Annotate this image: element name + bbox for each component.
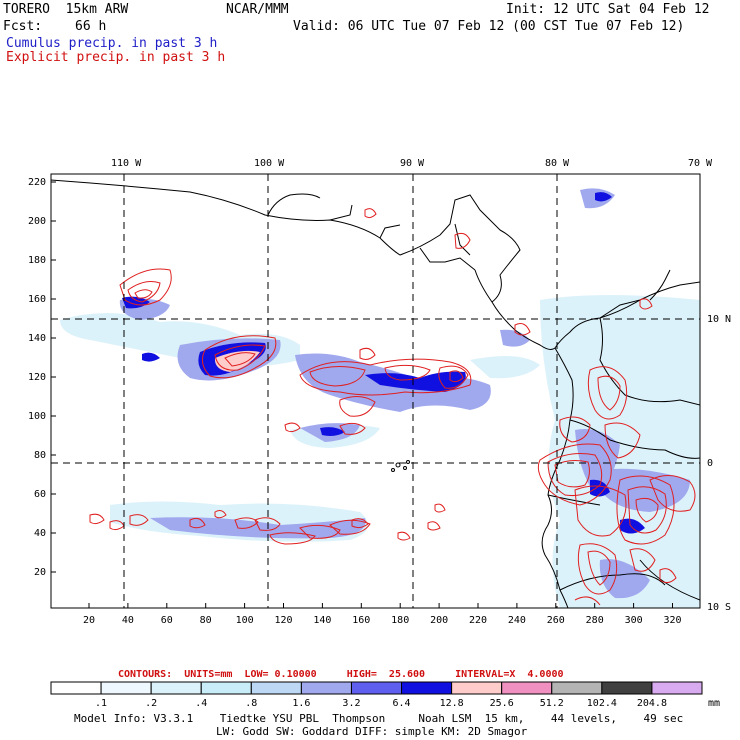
colorbar-swatch: [350, 681, 403, 695]
colorbar-swatch: [100, 681, 152, 695]
lat-label-0: 0: [707, 458, 714, 469]
forecast-hours: 66 h: [75, 19, 107, 34]
x-tick-label: 200: [430, 615, 449, 626]
x-tick-label: 80: [199, 615, 212, 626]
colorbar-swatch: [150, 681, 202, 695]
x-tick-label: 280: [585, 615, 604, 626]
y-tick-label: 120: [27, 372, 46, 383]
y-tick-label: 180: [27, 255, 46, 266]
colorbar-label: 3.2: [342, 698, 361, 709]
map-frame: [50, 173, 701, 609]
colorbar-label: 204.8: [636, 698, 667, 709]
colorbar-swatch: [501, 681, 553, 695]
lon-label-110w: 110 W: [111, 158, 142, 169]
precip-core-areas: [214, 350, 260, 372]
x-tick-label: 100: [235, 615, 254, 626]
y-tick-label: 160: [27, 294, 46, 305]
colorbar-swatch: [250, 681, 302, 695]
colorbar-unit: mm: [707, 698, 721, 709]
colorbar-label: .8: [245, 698, 258, 709]
x-tick-label: 140: [313, 615, 332, 626]
model-title: TORERO 15km ARW: [3, 2, 129, 17]
colorbar-label: 1.6: [292, 698, 311, 709]
x-tick-label: 320: [663, 615, 682, 626]
colorbar-swatch: [601, 681, 653, 695]
colorbar-label: .4: [195, 698, 208, 709]
init-time: Init: 12 UTC Sat 04 Feb 12: [506, 2, 710, 17]
y-tick-label: 140: [27, 333, 46, 344]
x-tick-label: 20: [82, 615, 96, 626]
colorbar-label: 25.6: [489, 698, 514, 709]
y-tick-label: 220: [27, 177, 46, 188]
org-label: NCAR/MMM: [226, 2, 289, 17]
x-tick-label: 120: [274, 615, 293, 626]
model-info-line1: Model Info: V3.3.1 Tiedtke YSU PBL Thomp…: [74, 712, 684, 725]
forecast-label: Fcst:: [3, 19, 43, 34]
y-tick-label: 80: [33, 450, 46, 461]
lon-label-100w: 100 W: [254, 158, 285, 169]
explicit-precip-contours: [89, 208, 696, 606]
colorbar: [50, 681, 703, 695]
colorbar-label: 12.8: [439, 698, 464, 709]
lon-label-70w: 70 W: [688, 158, 713, 169]
colorbar-swatch: [451, 681, 503, 695]
lon-label-80w: 80 W: [545, 158, 570, 169]
valid-time: Valid: 06 UTC Tue 07 Feb 12 (00 CST Tue …: [293, 19, 685, 34]
colorbar-swatch: [200, 681, 252, 695]
colorbar-swatch: [50, 681, 102, 695]
legend-explicit: Explicit precip. in past 3 h: [6, 50, 226, 65]
y-tick-label: 100: [27, 411, 46, 422]
colorbar-swatch: [401, 681, 453, 695]
x-tick-label: 260: [546, 615, 565, 626]
y-tick-label: 40: [33, 528, 46, 539]
lat-label-10s: 10 S: [707, 602, 732, 613]
x-tick-label: 180: [391, 615, 410, 626]
model-info-line2: LW: Godd SW: Goddard DIFF: simple KM: 2D…: [216, 725, 528, 738]
y-tick-label: 60: [33, 489, 46, 500]
colorbar-swatch: [300, 681, 352, 695]
colorbar-label: .1: [95, 698, 108, 709]
x-tick-label: 220: [468, 615, 488, 626]
y-tick-label: 20: [33, 567, 46, 578]
colorbar-swatch: [651, 681, 703, 695]
lon-label-90w: 90 W: [400, 158, 425, 169]
x-tick-label: 240: [507, 615, 526, 626]
colorbar-label: 6.4: [392, 698, 411, 709]
x-tick-label: 60: [160, 615, 173, 626]
coastlines: [51, 179, 700, 608]
lat-label-10n: 10 N: [707, 314, 732, 325]
lat-lon-grid: [51, 174, 700, 608]
x-tick-label: 160: [352, 615, 371, 626]
colorbar-label: 51.2: [539, 698, 564, 709]
colorbar-swatch: [551, 681, 603, 695]
x-tick-label: 300: [624, 615, 643, 626]
legend-cumulus: Cumulus precip. in past 3 h: [6, 36, 218, 51]
contours-info: CONTOURS: UNITS=mm LOW= 0.10000 HIGH= 25…: [118, 669, 564, 680]
x-tick-label: 40: [121, 615, 134, 626]
colorbar-label: .2: [145, 698, 158, 709]
colorbar-label: 102.4: [586, 698, 617, 709]
y-tick-label: 200: [27, 216, 46, 227]
